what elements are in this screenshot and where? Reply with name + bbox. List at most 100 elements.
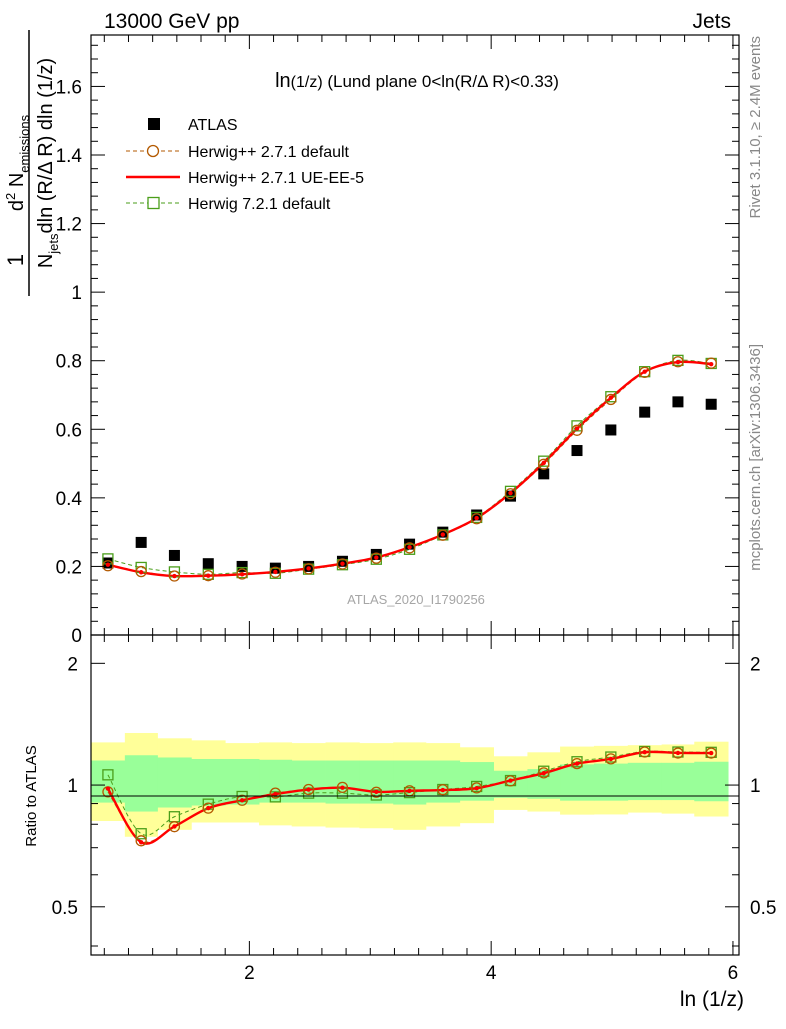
data-point [538,455,550,467]
band-inner-bin [157,757,192,808]
ratio-markers [102,745,717,847]
data-point [306,566,311,571]
y-tick-label: 0.2 [56,557,82,578]
legend-label: Herwig++ 2.7.1 UE-EE-5 [188,170,364,187]
ylabel-jets-sub: jets [46,233,61,255]
legend-swatch [147,196,160,210]
ratio-y-label: Ratio to ATLAS [23,745,40,846]
header-right: Jets [692,10,731,33]
data-point [672,747,684,759]
plot-title-sub: (1/z) [291,74,323,91]
x-tick-label: 6 [728,963,739,984]
atlas-point [538,468,550,480]
axes-ticks: 2 4 6 0 0.2 0.4 0.6 0.8 1 1.2 1.4 1.6 0.5 0.5 1 1 2 2 [52,35,776,984]
data-point [708,361,714,367]
data-point [471,513,483,525]
plot-title-rest: (Lund plane 0<ln(R/Δ R)<0.33) [323,72,559,91]
data-point [135,565,147,578]
ratio-error-bands [91,733,729,837]
data-point [605,753,617,765]
data-point [437,529,449,541]
data-point [340,561,345,566]
data-point [168,821,181,833]
data-point [407,545,412,550]
data-point [172,573,177,579]
y-tick-label: 0 [71,626,82,647]
data-point [206,573,211,578]
data-point [239,798,245,803]
legend-swatch [146,144,160,158]
data-point [370,552,382,564]
atlas-point [168,549,180,561]
band-inner-bin [661,762,695,801]
legend-item: Herwig 7.2.1 default [126,196,331,213]
atlas-point [336,555,348,567]
y-tick-label: 1.4 [56,146,83,167]
data-point [336,781,349,794]
atlas-point [705,398,717,410]
data-point [340,785,345,790]
data-point [239,572,245,577]
y-tick-label: 1.2 [56,215,82,236]
main-markers [102,354,717,582]
data-point [642,749,647,755]
data-point [206,805,211,811]
data-point [675,750,681,756]
ratio-tick-label-right: 2 [750,654,761,675]
data-point [672,356,684,368]
data-point [273,569,278,575]
data-point [541,770,546,776]
ylabel-nem: N [6,173,28,193]
data-point [138,570,144,575]
data-point [135,835,147,847]
data-point [336,558,349,570]
data-point [135,828,147,840]
band-inner-bin [560,764,595,801]
data-point [440,532,446,537]
data-point [705,357,717,369]
data-point [474,786,479,791]
band-inner-bin [593,763,629,801]
data-point [440,787,446,793]
ratio-tick-label: 2 [67,654,78,675]
atlas-point [202,558,214,570]
data-point [705,747,717,759]
plot-title: ln(1/z) (Lund plane 0<ln(R/Δ R)<0.33) [275,70,559,92]
atlas-point [672,396,684,408]
legend-label: Herwig 7.2.1 default [188,196,331,213]
legend-item: Herwig++ 2.7.1 UE-EE-5 [126,170,364,187]
data-point [370,786,382,798]
x-tick-label: 4 [486,963,497,984]
ratio-tick-label-right: 1 [750,776,761,797]
y-tick-label: 0.6 [56,420,82,441]
data-point [474,515,479,521]
legend-item: Herwig++ 2.7.1 default [126,144,350,161]
atlas-point [437,526,449,538]
ratio-tick-label: 0.5 [52,898,78,919]
data-point [202,570,214,582]
data-point [374,789,379,795]
band-inner-bin [191,758,226,806]
data-point [508,778,513,783]
y-tick-label: 1 [71,283,82,304]
data-point [504,488,517,500]
data-point [236,794,248,806]
legend: ATLAS Herwig++ 2.7.1 default Herwig++ 2.7.… [126,117,364,213]
y-tick-label: 1.6 [56,77,82,98]
legend-label: Herwig++ 2.7.1 default [188,144,350,161]
data-point [538,458,550,470]
band-inner-bin [627,762,663,801]
legend-swatch [148,118,160,130]
data-point [571,424,583,436]
ylabel-d2: d [6,200,28,211]
data-point [504,775,517,787]
band-inner-bin [694,761,729,802]
ylabel-two: 2 [3,193,18,200]
atlas-point [605,424,617,436]
data-point [269,787,282,799]
data-point [202,802,214,814]
data-point [302,783,315,796]
band-inner-bin [124,755,158,812]
mcplots-label: mcplots.cern.ch [arXiv:1306.3436] [747,344,764,571]
